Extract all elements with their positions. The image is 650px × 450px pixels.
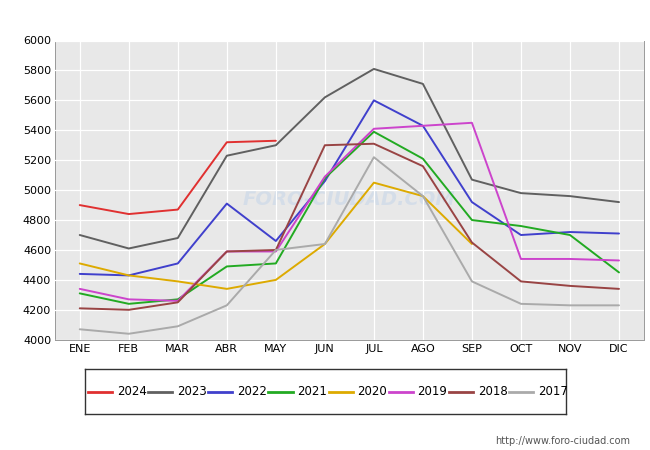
Text: 2024: 2024 bbox=[117, 385, 147, 398]
Text: 2021: 2021 bbox=[297, 385, 327, 398]
Text: 2017: 2017 bbox=[538, 385, 567, 398]
Text: 2022: 2022 bbox=[237, 385, 267, 398]
Text: 2020: 2020 bbox=[358, 385, 387, 398]
Text: Afiliados en Calafell a 31/5/2024: Afiliados en Calafell a 31/5/2024 bbox=[179, 8, 471, 26]
Text: 2023: 2023 bbox=[177, 385, 207, 398]
Text: 2019: 2019 bbox=[417, 385, 447, 398]
Text: http://www.foro-ciudad.com: http://www.foro-ciudad.com bbox=[495, 436, 630, 446]
Text: FORO-CIUDAD.COM: FORO-CIUDAD.COM bbox=[243, 189, 456, 209]
Text: 2018: 2018 bbox=[478, 385, 508, 398]
